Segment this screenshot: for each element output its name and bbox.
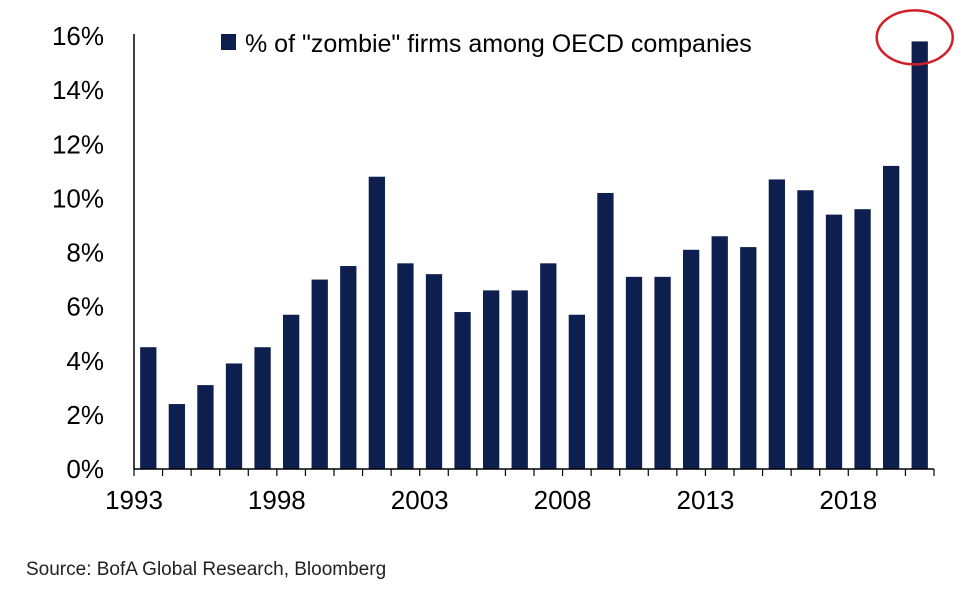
y-tick-label: 16%: [52, 21, 104, 51]
bar-2020: [911, 41, 928, 469]
bar-1996: [225, 363, 243, 469]
bar-2016: [797, 190, 814, 469]
bar-2013: [711, 236, 728, 469]
bar-2012: [683, 249, 700, 469]
x-tick-label: 2013: [677, 485, 735, 515]
bar-1997: [254, 347, 271, 469]
y-tick-label: 10%: [52, 183, 104, 213]
x-tick-label: 1998: [248, 485, 306, 515]
y-tick-label: 6%: [66, 292, 104, 322]
bar-1995: [197, 385, 214, 469]
bar-2002: [397, 263, 414, 469]
bar-2003: [425, 274, 443, 469]
bar-1994: [168, 404, 185, 469]
x-tick-label: 2003: [391, 485, 449, 515]
bar-2006: [511, 290, 528, 469]
bar-2010: [625, 276, 643, 469]
source-note: Source: BofA Global Research, Bloomberg: [26, 559, 387, 580]
bar-1993: [140, 347, 157, 469]
bar-2018: [854, 209, 871, 469]
y-axis: 0% 2% 4% 6% 8% 10% 12% 14% 16%: [52, 21, 135, 484]
bar-2011: [654, 276, 671, 469]
y-tick-label: 12%: [52, 129, 104, 159]
x-tick-label: 2008: [534, 485, 592, 515]
bar-chart: 0% 2% 4% 6% 8% 10% 12% 14% 16% 1993 1998 2003 2008 2…: [52, 9, 954, 515]
highlight-circle: [875, 9, 954, 66]
bar-2001: [368, 176, 385, 469]
bar-2008: [568, 314, 585, 469]
y-tick-label: 4%: [66, 346, 104, 376]
bar-2017: [825, 214, 843, 469]
bar-2015: [768, 179, 785, 469]
legend-swatch: [221, 34, 236, 50]
x-tick-label: 2018: [819, 485, 877, 515]
bar-2014: [740, 247, 757, 469]
y-tick-label: 2%: [66, 400, 104, 430]
x-tick-label: 1993: [105, 485, 163, 515]
y-tick-label: 0%: [66, 454, 104, 484]
bars: [140, 41, 928, 469]
bar-2009: [597, 192, 614, 469]
legend-label: % of "zombie" firms among OECD companies: [245, 30, 752, 58]
legend: % of "zombie" firms among OECD companies: [221, 30, 752, 58]
bar-2007: [540, 263, 557, 469]
y-tick-label: 8%: [66, 238, 104, 268]
bar-1999: [311, 279, 328, 469]
bar-2004: [454, 312, 471, 469]
bar-2000: [340, 266, 357, 469]
y-tick-label: 14%: [52, 75, 104, 105]
bar-1998: [283, 314, 300, 469]
bar-2005: [483, 290, 500, 469]
bar-2019: [883, 165, 900, 469]
x-axis: 1993 1998 2003 2008 2013 2018: [105, 468, 935, 515]
